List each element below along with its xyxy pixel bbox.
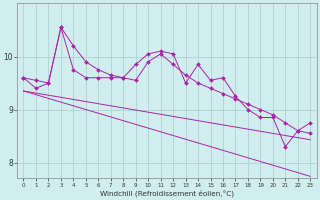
X-axis label: Windchill (Refroidissement éolien,°C): Windchill (Refroidissement éolien,°C): [100, 189, 234, 197]
